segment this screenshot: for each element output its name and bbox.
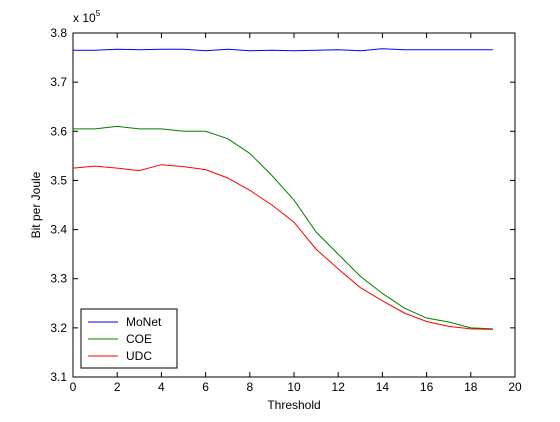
- y-tick-labels: 3.1 3.2 3.3 3.4 3.5 3.6 3.7 3.8: [50, 26, 67, 384]
- y-axis-multiplier: x 105: [73, 9, 101, 25]
- y-tick-label: 3.2: [50, 321, 67, 335]
- y-tick-label: 3.8: [50, 26, 67, 40]
- x-tick-label: 4: [158, 380, 165, 394]
- axis-ticks: [72, 32, 516, 378]
- series-line-udc: [72, 164, 493, 330]
- x-tick-label: 8: [246, 380, 253, 394]
- y-tick-label: 3.1: [50, 370, 67, 384]
- x-axis-label: Threshold: [267, 398, 320, 412]
- y-tick-label: 3.4: [50, 223, 67, 237]
- legend-label: COE: [126, 332, 152, 346]
- x-tick-labels: 0 2 4 6 8 10 12 14 16 18 20: [70, 380, 522, 394]
- x-tick-label: 0: [70, 380, 77, 394]
- legend-label: MoNet: [126, 315, 162, 329]
- y-tick-label: 3.5: [50, 173, 67, 187]
- y-tick-label: 3.6: [50, 124, 67, 138]
- series-line-coe: [73, 125, 493, 330]
- x-tick-label: 12: [332, 380, 346, 394]
- x-tick-label: 20: [508, 380, 522, 394]
- series-line-monet: [73, 48, 493, 52]
- x-tick-label: 10: [287, 380, 301, 394]
- x-tick-label: 2: [114, 380, 121, 394]
- x-tick-label: 16: [420, 380, 434, 394]
- y-axis-label: Bit per Joule: [29, 171, 43, 238]
- legend: MoNet COE UDC: [80, 308, 178, 369]
- x-tick-label: 14: [376, 380, 390, 394]
- x-tick-label: 6: [202, 380, 209, 394]
- x-tick-label: 18: [464, 380, 478, 394]
- y-tick-label: 3.7: [50, 75, 67, 89]
- legend-label: UDC: [126, 349, 152, 363]
- series-lines: [72, 48, 493, 330]
- y-tick-label: 3.3: [50, 272, 67, 286]
